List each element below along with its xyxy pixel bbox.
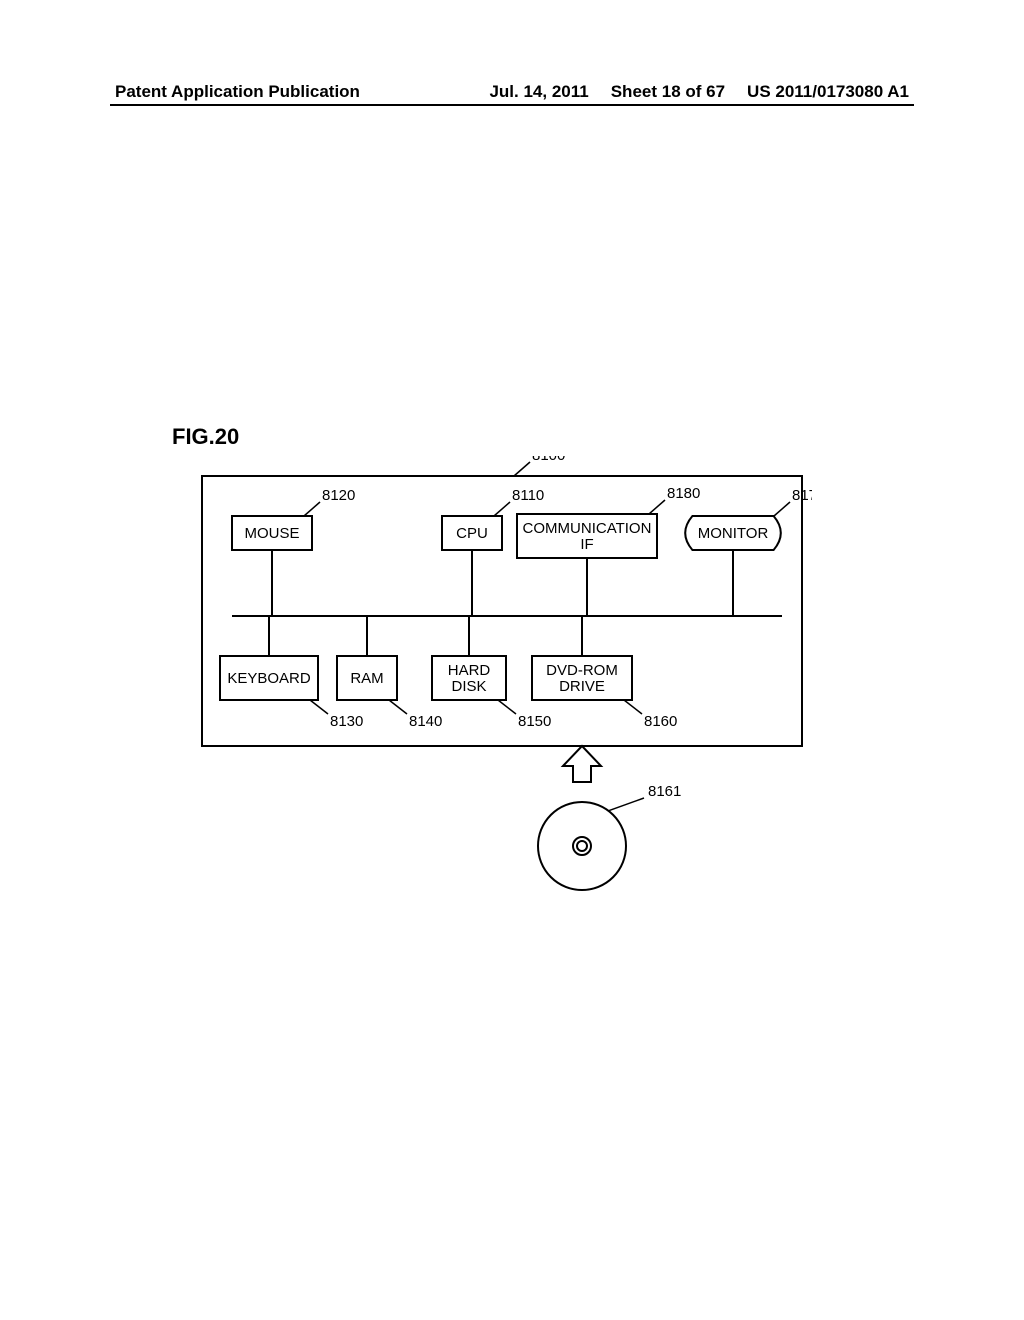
label-hdd: DISK [451,678,486,695]
label-cpu: CPU [456,525,488,542]
label-hdd: HARD [448,662,491,679]
header-sheet: Sheet 18 of 67 [611,82,725,102]
header-rule [110,104,914,106]
ref-hdd: 8150 [518,713,551,730]
header-left: Patent Application Publication [115,82,360,102]
ref-disc: 8161 [648,783,681,800]
disc-inner1 [573,837,591,855]
label-dvd: DRIVE [559,678,605,695]
ref-outer: 8100 [532,456,565,464]
label-mouse: MOUSE [244,525,299,542]
ref-monitor: 8170 [792,487,812,504]
label-commif: IF [580,536,593,553]
page-header: Patent Application Publication Jul. 14, … [115,82,909,102]
disc-outer [538,802,626,890]
block-diagram: 8100 MOUSE 8120 CPU 8110 COMMUNICATIONIF 8180 M… [172,456,812,916]
ref-mouse: 8120 [322,487,355,504]
label-monitor: MONITOR [698,525,769,542]
insert-arrow [563,746,601,782]
figure-label: FIG.20 [172,424,239,450]
label-keyboard: KEYBOARD [227,670,311,687]
label-commif: COMMUNICATION [523,520,652,537]
label-dvd: DVD-ROM [546,662,618,679]
diagram-container: 8100 MOUSE 8120 CPU 8110 COMMUNICATIONIF 8180 M… [172,456,812,916]
ref-ram: 8140 [409,713,442,730]
ref-commif: 8180 [667,485,700,502]
ref-keyboard: 8130 [330,713,363,730]
ref-cpu: 8110 [512,487,544,504]
header-date: Jul. 14, 2011 [489,82,588,102]
header-pubno: US 2011/0173080 A1 [747,82,909,102]
disc-inner2 [577,841,587,851]
label-ram: RAM [350,670,383,687]
ref-dvd: 8160 [644,713,677,730]
